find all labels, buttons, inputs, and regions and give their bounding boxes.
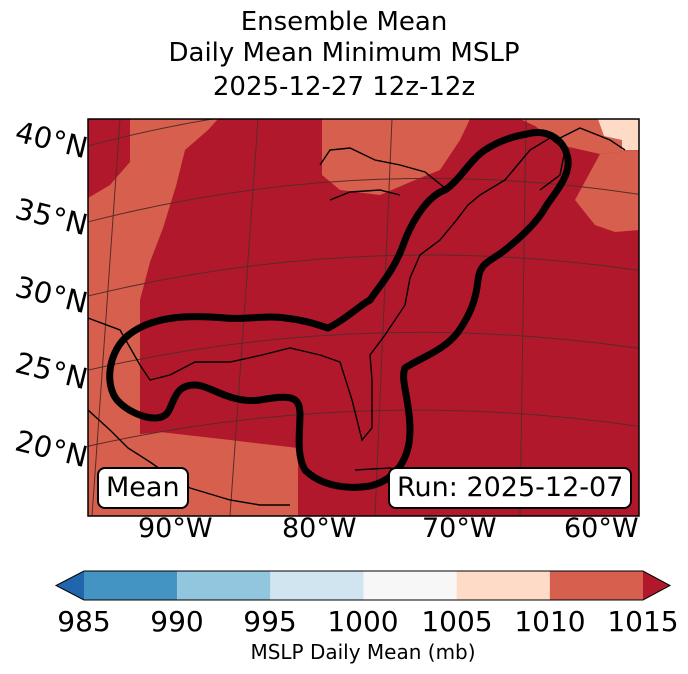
lon-label-90w: 90°W: [138, 513, 213, 544]
run-date-badge: Run: 2025-12-07: [388, 467, 633, 509]
colorbar-tick-1000: 1000: [327, 605, 399, 638]
pressure-field-1005-1010-northeast: [598, 119, 639, 150]
mean-badge: Mean: [97, 467, 189, 509]
colorbar-outline: [54, 570, 672, 601]
pressure-field-1015-plus: [140, 119, 639, 516]
colorbar-tick-1005: 1005: [421, 605, 493, 638]
colorbar-tick-985: 985: [57, 605, 111, 638]
colorbar-bin-995-1000: [270, 571, 364, 600]
pressure-field-1010-1015-atlantic-east: [575, 150, 639, 232]
colorbar-tick-990: 990: [150, 605, 204, 638]
colorbar-tick-1015: 1015: [607, 605, 679, 638]
chart-title-line-1: Ensemble Mean: [240, 7, 448, 37]
map-frame: [87, 118, 640, 517]
pressure-field-1015-plus-northwest: [88, 119, 130, 198]
lon-label-80w: 80°W: [282, 513, 357, 544]
colorbar-bin-985-990: [84, 571, 178, 600]
chart-title-line-2: Daily Mean Minimum MSLP: [168, 38, 520, 68]
colorbar-bin-990-995: [177, 571, 271, 600]
colorbar-overflow-triangle: [643, 571, 670, 600]
chart-title-line-3: 2025-12-27 12z-12z: [212, 72, 476, 102]
colorbar-tick-995: 995: [243, 605, 297, 638]
pressure-field-1010-1015-great-lakes: [322, 119, 470, 195]
lon-label-60w: 60°W: [564, 513, 639, 544]
colorbar-bin-1000-1005: [363, 571, 457, 600]
lon-label-70w: 70°W: [422, 513, 497, 544]
colorbar-label: MSLP Daily Mean (mb): [250, 640, 476, 664]
colorbar-tick-1010: 1010: [514, 605, 586, 638]
graticule: [88, 119, 639, 516]
colorbar-bin-1010-1015: [549, 571, 643, 600]
mslp-contour: [106, 129, 572, 491]
colorbar-bin-1005-1010: [456, 571, 550, 600]
colorbar-underflow-triangle: [56, 571, 84, 600]
